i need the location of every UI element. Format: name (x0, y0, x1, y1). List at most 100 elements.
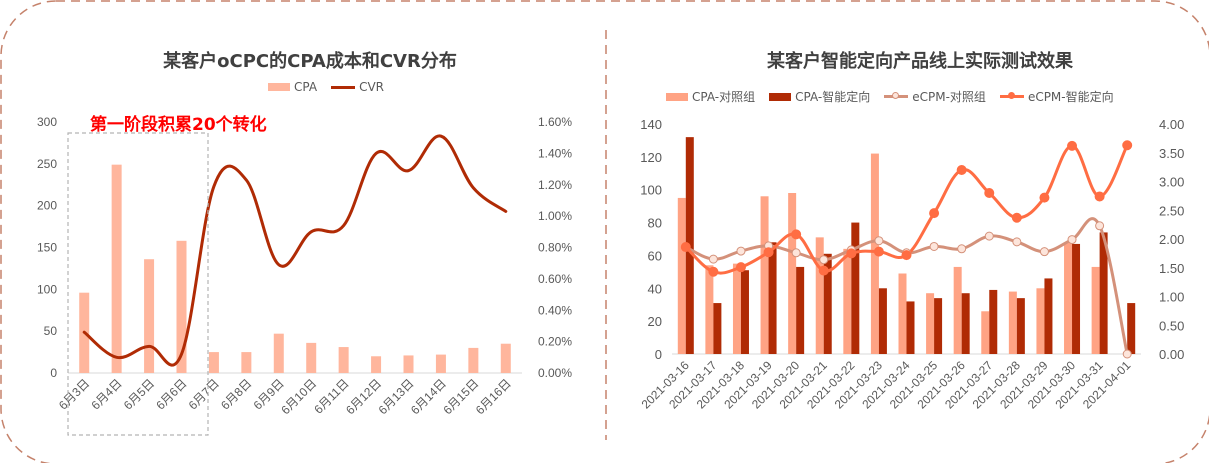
ecpm-smart-marker[interactable] (1067, 140, 1078, 151)
cpa-control-bar[interactable] (1064, 242, 1073, 354)
cpa-smart-bar[interactable] (934, 298, 943, 354)
cpa-smart-bar[interactable] (1072, 243, 1081, 354)
ecpm-smart-marker[interactable] (846, 248, 857, 259)
ecpm-control-marker[interactable] (984, 231, 994, 241)
y-right-tick: 0.50 (1159, 318, 1184, 333)
cpa-bar[interactable] (241, 352, 252, 373)
legend-item-cpa-smart[interactable]: CPA-智能定向 (769, 88, 870, 105)
y-left-tick: 200 (37, 199, 57, 213)
cpa-smart-bar[interactable] (768, 242, 777, 354)
cpa-control-bar[interactable] (732, 263, 741, 354)
legend-item-cpa-control[interactable]: CPA-对照组 (666, 88, 755, 105)
ecpm-control-marker[interactable] (874, 236, 884, 246)
cpa-smart-bar[interactable] (878, 288, 887, 354)
ecpm-control-line[interactable] (685, 217, 1129, 355)
cpa-control-bar[interactable] (1036, 288, 1045, 354)
cpa-control-bar[interactable] (981, 311, 990, 354)
cpa-smart-bar[interactable] (906, 301, 915, 354)
cpa-smart-bar[interactable] (1016, 298, 1025, 354)
legend-item-ecpm-control[interactable]: eCPM-对照组 (884, 88, 986, 105)
ecpm-control-marker[interactable] (1067, 235, 1077, 245)
ecpm-control-marker[interactable] (929, 241, 939, 251)
y-left-tick: 50 (44, 324, 58, 338)
cpa-bar[interactable] (111, 164, 122, 373)
ecpm-control-marker[interactable] (819, 255, 829, 265)
y-right-tick: 1.40% (538, 146, 572, 160)
cpa-smart-bar[interactable] (796, 266, 805, 354)
left-chart-legend: CPA CVR (268, 80, 384, 94)
ecpm-control-marker[interactable] (1122, 349, 1132, 359)
right-chart-title: 某客户智能定向产品线上实际测试效果 (767, 51, 1073, 72)
cpa-bar[interactable] (208, 352, 219, 373)
ecpm-smart-marker[interactable] (984, 188, 995, 198)
ecpm-smart-marker[interactable] (1122, 140, 1133, 151)
cpa-bar[interactable] (144, 259, 155, 373)
cpa-smart-bar[interactable] (740, 270, 749, 354)
ecpm-smart-marker[interactable] (791, 229, 802, 240)
cpa-control-bar[interactable] (898, 273, 907, 355)
y-left-tick: 0 (50, 366, 57, 380)
ecpm-smart-marker[interactable] (929, 208, 940, 219)
cpa-control-bar[interactable] (815, 237, 824, 354)
cpa-control-bar[interactable] (1091, 266, 1100, 354)
cpa-smart-bar[interactable] (989, 289, 998, 354)
cpa-control-bar[interactable] (926, 293, 935, 354)
cpa-control-bar[interactable] (705, 265, 714, 354)
cpa-bar[interactable] (435, 354, 446, 373)
ecpm-control-marker[interactable] (708, 254, 718, 264)
cpa-bar[interactable] (338, 347, 349, 373)
ecpm-smart-marker[interactable] (708, 266, 719, 277)
y-right-tick: 0.00 (1159, 347, 1184, 362)
legend-item-cvr[interactable]: CVR (331, 80, 384, 94)
cpa-smart-bar[interactable] (713, 303, 722, 354)
y-right-tick: 2.50 (1159, 203, 1184, 218)
cpa-smart-bar[interactable] (961, 293, 970, 354)
ecpm-smart-marker[interactable] (956, 165, 967, 175)
ecpm-control-marker[interactable] (736, 246, 746, 256)
ecpm-control-marker[interactable] (791, 248, 801, 258)
ecpm-smart-marker[interactable] (873, 246, 884, 257)
ecpm-smart-marker[interactable] (818, 265, 829, 276)
cpa-control-bar[interactable] (1008, 291, 1017, 354)
ecpm-smart-marker[interactable] (680, 242, 691, 253)
cpa-bar[interactable] (500, 343, 511, 373)
cpa-control-bar[interactable] (760, 196, 769, 354)
cpa-control-bar[interactable] (953, 266, 962, 354)
cvr-line[interactable] (82, 134, 508, 367)
ecpm-smart-marker[interactable] (1039, 192, 1050, 203)
cpa-bar[interactable] (176, 240, 187, 373)
cpa-bar[interactable] (403, 355, 414, 373)
legend-item-cpa[interactable]: CPA (268, 80, 317, 94)
left-chart-plot: 0 50 100 150 200 250 300 0.00% 0.20% 0.40% 0.60% 0.… (37, 115, 572, 436)
cpa-smart-bar[interactable] (1099, 232, 1108, 354)
ecpm-smart-marker[interactable] (901, 250, 912, 261)
ecpm-smart-marker[interactable] (1011, 212, 1022, 223)
x-tick-label: 6月3日 (56, 376, 92, 412)
cpa-smart-swatch-icon (769, 92, 792, 101)
y-left-tick: 120 (640, 150, 662, 165)
y-left-tick: 100 (37, 282, 57, 296)
ecpm-smart-marker[interactable] (1094, 191, 1105, 202)
ecpm-control-marker[interactable] (1039, 247, 1049, 257)
cpa-bar[interactable] (306, 342, 317, 373)
phase-one-annotation: 第一阶段积累20个转化 (90, 115, 267, 135)
ecpm-smart-marker[interactable] (735, 262, 746, 273)
cpa-control-bar[interactable] (677, 197, 686, 354)
cpa-control-bar[interactable] (843, 248, 852, 354)
cpa-smart-bar[interactable] (823, 253, 832, 354)
ecpm-smart-marker[interactable] (763, 247, 774, 258)
cpa-control-bar[interactable] (788, 193, 797, 354)
cpa-smart-bar[interactable] (1127, 303, 1136, 354)
y-right-tick: 4.00 (1159, 117, 1184, 132)
y-right-tick: 3.00 (1159, 175, 1184, 190)
cpa-smart-bar[interactable] (851, 222, 860, 354)
cpa-smart-bar[interactable] (1044, 278, 1053, 354)
ecpm-control-marker[interactable] (1012, 237, 1022, 247)
cpa-bar[interactable] (468, 347, 479, 373)
cpa-bar[interactable] (371, 356, 382, 373)
ecpm-control-marker[interactable] (1095, 221, 1105, 231)
ecpm-control-marker[interactable] (957, 244, 967, 254)
legend-item-ecpm-smart[interactable]: eCPM-智能定向 (999, 88, 1114, 105)
cpa-bar[interactable] (273, 333, 284, 373)
